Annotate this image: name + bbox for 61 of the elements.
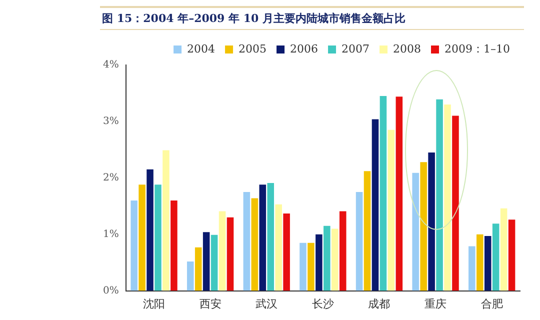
- bar: [468, 246, 476, 291]
- x-tick-label: 合肥: [480, 297, 503, 310]
- y-tick-label: 0%: [102, 285, 119, 296]
- bar: [476, 234, 484, 291]
- bar: [283, 213, 290, 291]
- legend-label: 2008: [393, 42, 422, 56]
- bar: [218, 211, 226, 291]
- x-tick-label: 沈阳: [143, 297, 166, 310]
- bar: [508, 220, 516, 291]
- legend-label: 2007: [342, 42, 370, 56]
- bar: [300, 242, 306, 291]
- bar: [226, 217, 234, 291]
- bar: [243, 192, 250, 291]
- bar: [154, 184, 162, 291]
- bar: [500, 208, 508, 291]
- bar: [130, 200, 138, 291]
- bar: [316, 234, 322, 291]
- bar: [388, 130, 395, 291]
- y-tick-label: 1%: [102, 228, 119, 240]
- bar: [380, 96, 387, 291]
- bar: [364, 171, 371, 291]
- x-tick-label: 成都: [368, 297, 390, 310]
- bar: [492, 224, 500, 291]
- bar: [428, 152, 435, 291]
- bar: [324, 226, 330, 291]
- legend-label: 2004: [187, 42, 216, 56]
- bar: [138, 184, 146, 291]
- y-tick-label: 3%: [102, 116, 119, 128]
- bar: [259, 184, 266, 291]
- bar: [372, 119, 379, 291]
- bar: [444, 104, 451, 291]
- bar: [332, 228, 338, 291]
- legend-label: 2005: [238, 42, 267, 56]
- y-tick-label: 2%: [102, 172, 119, 184]
- x-tick-label: 长沙: [312, 297, 334, 310]
- bar: [484, 236, 492, 291]
- y-tick-label: 4%: [102, 60, 119, 71]
- bar: [339, 211, 346, 291]
- bar: [436, 99, 443, 291]
- x-tick-label: 武汉: [256, 297, 278, 310]
- bar: [396, 96, 403, 291]
- bar: [210, 234, 218, 291]
- bar: [202, 232, 210, 291]
- legend-label: 2006: [290, 42, 318, 56]
- bar: [267, 182, 274, 291]
- chart-title: 图 15：2004 年–2009 年 10 月主要内陆城市销售金额占比: [100, 6, 524, 30]
- bar: [170, 200, 178, 291]
- bar: [275, 204, 282, 291]
- bar: [146, 169, 154, 291]
- bar: [194, 247, 202, 291]
- x-tick-label: 西安: [199, 297, 222, 310]
- bar: [412, 172, 419, 291]
- bar: [452, 116, 459, 291]
- legend-label: 2009：1–10: [444, 42, 510, 56]
- bar: [308, 242, 314, 291]
- bar: [356, 192, 363, 291]
- bar: [186, 261, 194, 291]
- bar: [162, 150, 170, 291]
- x-tick-label: 重庆: [424, 297, 447, 310]
- bar: [251, 198, 258, 291]
- bar: [420, 162, 427, 291]
